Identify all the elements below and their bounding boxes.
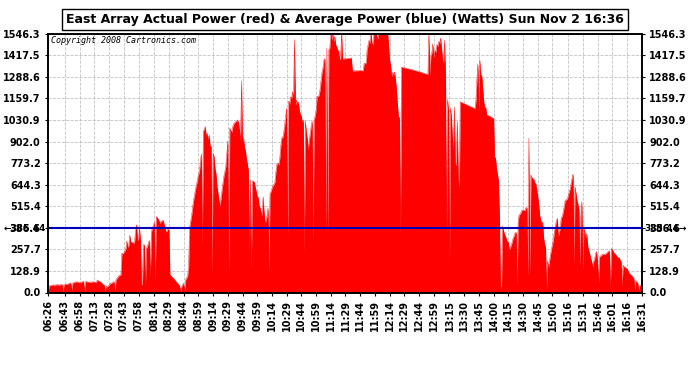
Text: East Array Actual Power (red) & Average Power (blue) (Watts) Sun Nov 2 16:36: East Array Actual Power (red) & Average … — [66, 13, 624, 26]
Text: 385.44→: 385.44→ — [644, 224, 687, 232]
Text: ←385.44: ←385.44 — [3, 224, 46, 232]
Text: Copyright 2008 Cartronics.com: Copyright 2008 Cartronics.com — [51, 36, 196, 45]
